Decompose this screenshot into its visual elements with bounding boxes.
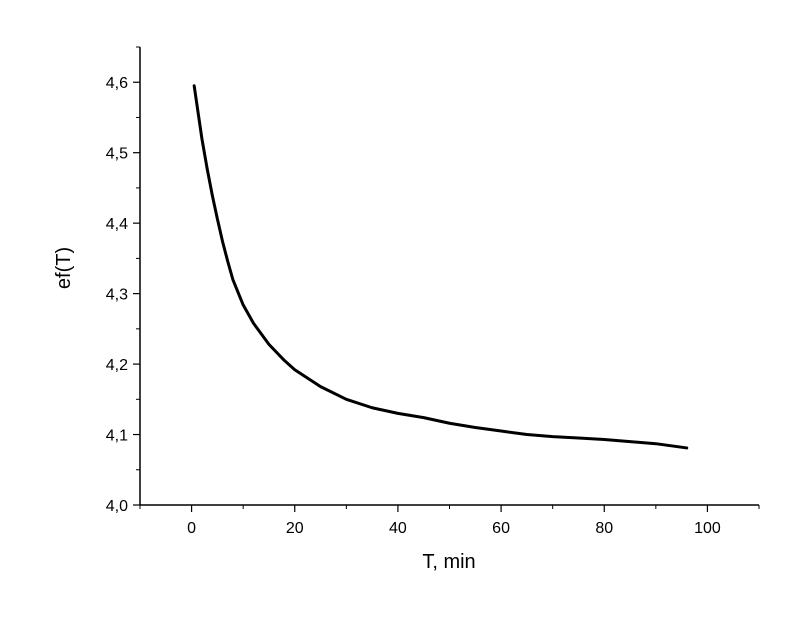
y-tick-label: 4,1 [106,428,128,445]
y-tick-label: 4,0 [106,498,128,515]
y-tick-label: 4,3 [106,287,128,304]
x-tick-label: 40 [389,520,407,537]
y-tick-label: 4,6 [106,75,128,92]
y-axis-label: ef(T) [53,247,75,289]
series-line-0 [192,84,689,450]
y-tick-label: 4,2 [106,357,128,374]
tick-labels: 0 20 40 60 80 100 4,0 4,1 4,2 4,3 4,4 4,5 4,6 [106,75,721,537]
x-tick-label: 80 [595,520,613,537]
x-tick-label: 100 [694,520,721,537]
x-axis-label: T, min [422,551,475,573]
series-layer [192,84,689,450]
x-tick-label: 0 [187,520,196,537]
x-tick-label: 20 [286,520,304,537]
y-tick-label: 4,5 [106,146,128,163]
y-tick-label: 4,4 [106,216,128,233]
x-tick-label: 60 [492,520,510,537]
ticks [133,46,760,512]
